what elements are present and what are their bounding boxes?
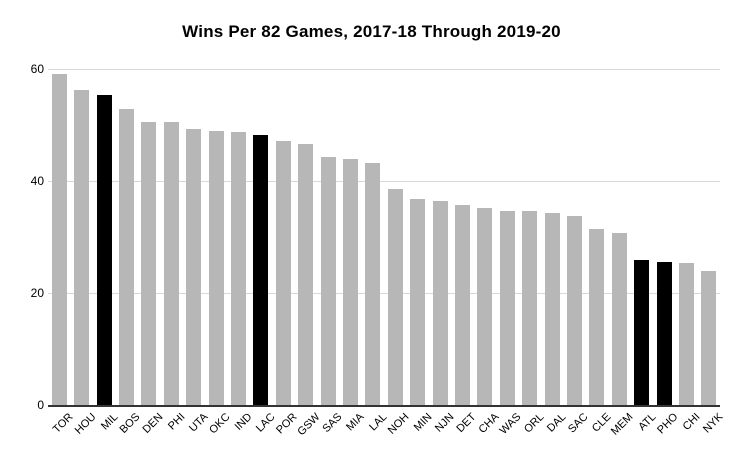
- bar-UTA: [186, 128, 202, 405]
- bar-POR: [275, 140, 291, 405]
- bar-ATL: [634, 259, 650, 405]
- gridline-40: [48, 181, 720, 182]
- bar-MEM: [611, 232, 627, 405]
- gridline-60: [48, 69, 720, 70]
- bar-OKC: [208, 130, 224, 405]
- bar-NJN: [432, 200, 448, 405]
- bar-MIA: [342, 159, 358, 405]
- chart-title: Wins Per 82 Games, 2017-18 Through 2019-…: [182, 22, 561, 41]
- bar-DEN: [141, 122, 157, 405]
- bar-LAC: [253, 134, 269, 405]
- bar-ORL: [522, 211, 538, 405]
- bar-PHO: [656, 261, 672, 405]
- bar-GSW: [298, 144, 314, 405]
- bar-NOH: [387, 188, 403, 405]
- bar-LAL: [365, 162, 381, 405]
- bar-CHA: [477, 208, 493, 405]
- y-tick-label-40: 40: [30, 174, 44, 188]
- bar-HOU: [74, 89, 90, 405]
- bar-DET: [454, 205, 470, 405]
- bar-WAS: [499, 210, 515, 405]
- bar-BOS: [118, 109, 134, 405]
- bar-SAC: [566, 216, 582, 405]
- bar-CHI: [678, 262, 694, 405]
- bar-DAL: [544, 212, 560, 405]
- y-tick-label-20: 20: [30, 286, 44, 300]
- bar-NYK: [701, 271, 717, 405]
- plot-area: [48, 69, 720, 407]
- bar-PHI: [163, 122, 179, 405]
- bar-SAS: [320, 156, 336, 405]
- y-tick-label-0: 0: [37, 398, 44, 412]
- bar-CLE: [589, 228, 605, 405]
- bar-MIN: [410, 199, 426, 405]
- gridline-20: [48, 293, 720, 294]
- bar-MIL: [96, 94, 112, 405]
- y-tick-label-60: 60: [30, 62, 44, 76]
- bar-IND: [230, 131, 246, 405]
- bar-TOR: [51, 74, 67, 405]
